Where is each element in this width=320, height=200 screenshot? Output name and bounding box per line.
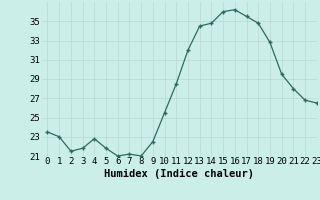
X-axis label: Humidex (Indice chaleur): Humidex (Indice chaleur) (104, 169, 254, 179)
